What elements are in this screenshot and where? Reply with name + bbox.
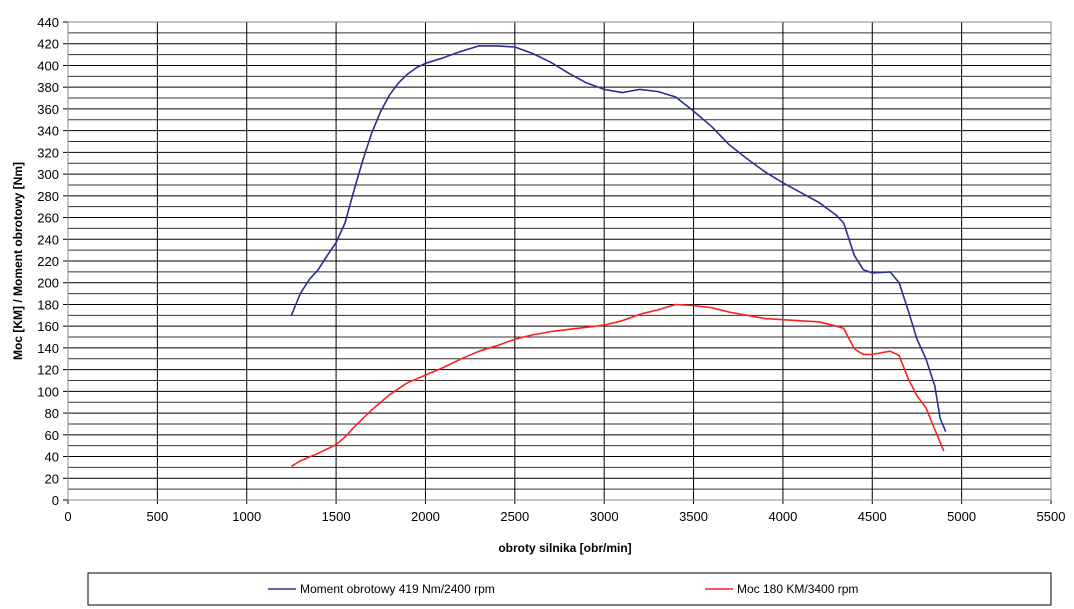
legend-box [87,572,1052,606]
y-tick-label: 60 [45,428,59,443]
y-tick-label: 0 [52,493,59,508]
y-tick-label: 120 [37,363,59,378]
plot-border [67,21,1052,501]
x-tick-label: 500 [147,509,169,524]
x-tick-labels: 0 500 1000 1500 2000 2500 3000 3500 4000 4500 5000… [64,509,1065,524]
y-tick-label: 20 [45,471,59,486]
y-tick-label: 360 [37,102,59,117]
y-tick-label: 140 [37,341,59,356]
x-tick-label: 2000 [411,509,440,524]
legend-label-torque: Moment obrotowy 419 Nm/2400 rpm [300,582,495,596]
y-tick-label: 320 [37,145,59,160]
torque-line [290,45,947,432]
legend-label-power: Moc 180 KM/3400 rpm [737,582,858,596]
y-tick-label: 420 [37,37,59,52]
y-tick-label: 240 [37,232,59,247]
x-tick-label: 3500 [679,509,708,524]
y-tick-label: 220 [37,254,59,269]
y-tick-label: 440 [37,15,59,30]
x-tick-label: 0 [64,509,71,524]
y-tick-label: 160 [37,319,59,334]
y-tick-label: 400 [37,58,59,73]
y-tick-label: 280 [37,189,59,204]
x-tick-label: 3000 [590,509,619,524]
grid [63,21,1052,504]
x-tick-label: 1000 [232,509,261,524]
x-tick-label: 5500 [1037,509,1066,524]
y-tick-label: 100 [37,384,59,399]
y-tick-label: 80 [45,406,59,421]
legend: Moment obrotowy 419 Nm/2400 rpm Moc 180 … [87,572,1052,606]
y-tick-label: 200 [37,276,59,291]
power-line [290,303,945,467]
y-axis-title: Moc [KM] / Moment obrotowy [Nm] [11,162,25,360]
y-tick-labels: 0 20 40 60 80 100 120 140 160 180 200 220 240 260 280 3… [37,15,59,508]
y-tick-label: 380 [37,80,59,95]
y-tick-label: 260 [37,211,59,226]
series-lines [290,45,947,467]
y-tick-label: 340 [37,124,59,139]
x-axis-title: obroty silnika [obr/min] [498,541,631,555]
x-tick-label: 1500 [322,509,351,524]
x-tick-label: 2500 [500,509,529,524]
x-tick-label: 4000 [768,509,797,524]
y-tick-label: 40 [45,450,59,465]
x-tick-label: 5000 [947,509,976,524]
y-tick-label: 180 [37,297,59,312]
x-tick-label: 4500 [858,509,887,524]
y-tick-label: 300 [37,167,59,182]
